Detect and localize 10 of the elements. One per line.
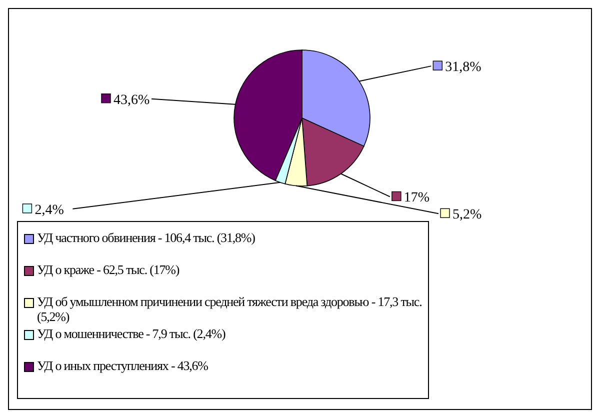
- data-label: 43,6%: [113, 92, 150, 108]
- legend-label: УД об умышленном причинении средней тяжести вреда здоровью - 17,3 тыс. (5,2%): [37, 294, 422, 324]
- legend-label: УД о краже - 62,5 тыс. (17%): [37, 262, 180, 277]
- legend-label: УД о мошенничестве - 7,9 тыс. (2,4%): [37, 326, 226, 341]
- data-label: 17%: [404, 190, 430, 206]
- legend-label: УД частного обвинения - 106,4 тыс. (31,8%): [37, 230, 255, 245]
- data-label: 5,2%: [452, 208, 482, 223]
- data-label: 31,8%: [445, 60, 482, 76]
- data-label: 2,4%: [34, 202, 64, 218]
- legend-label: УД о иных преступлениях - 43,6%: [37, 358, 208, 373]
